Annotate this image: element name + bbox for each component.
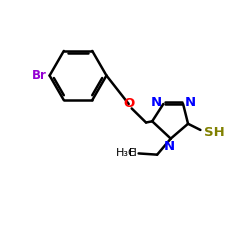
Text: N: N (164, 140, 175, 153)
Text: Br: Br (32, 69, 47, 82)
Text: SH: SH (204, 126, 225, 139)
Text: H: H (129, 148, 136, 158)
Text: O: O (123, 98, 134, 110)
Text: H₃C: H₃C (116, 148, 136, 158)
Text: N: N (184, 96, 196, 109)
Text: N: N (151, 96, 162, 109)
